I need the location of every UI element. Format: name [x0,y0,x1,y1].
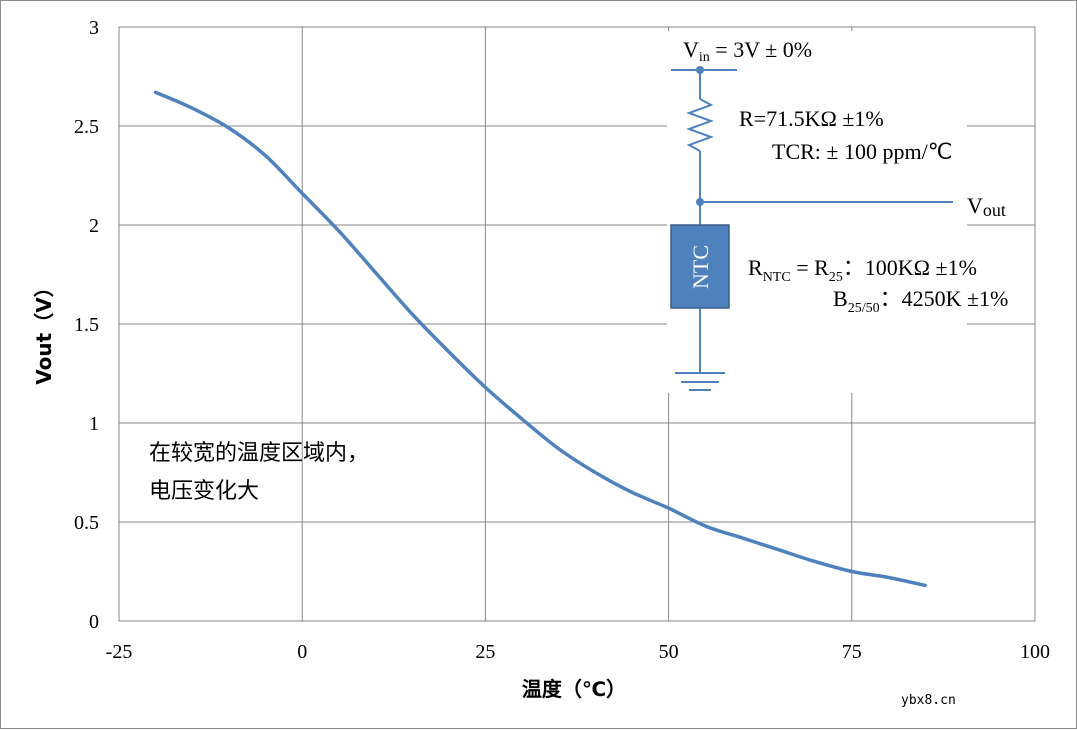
x-tick-label: 100 [1020,641,1050,663]
vin-label: Vin = 3V ± 0% [683,37,812,65]
y-tick-label: 1 [89,413,99,435]
rntc-label: RNTC = R25：100KΩ ±1% [748,255,977,285]
x-tick-label: 25 [475,641,495,663]
y-tick-label: 3 [89,17,99,39]
y-tick-label: 2 [89,215,99,237]
resistor-symbol [686,98,714,152]
x-tick-label: -25 [106,641,133,663]
circuit-background [667,31,967,393]
ntc-thermistor [670,224,730,309]
x-tick-label: 75 [842,641,862,663]
y-axis-label: Vout（V） [32,277,56,384]
b-constant-label: B25/50：4250K ±1% [833,286,1008,316]
ntc-label: NTC [688,245,713,289]
x-tick-label: 0 [297,641,307,663]
x-tick-label: 50 [659,641,679,663]
y-tick-label: 0 [89,611,99,633]
annotation-line-1: 在较宽的温度区域内， [149,441,369,466]
resistor-label: R=71.5KΩ ±1% [739,106,884,131]
x-axis-label: 温度（℃） [522,677,626,701]
annotation-line-2: 电压变化大 [149,479,259,504]
tcr-label: TCR: ± 100 ppm/℃ [772,139,952,164]
vout-label: Vout [967,193,1006,220]
circuit-diagram: NTC Vin = 3V ± 0% R=71.5KΩ ±1% TCR: ± 10… [667,31,1008,393]
watermark: ybx8.cn [901,693,956,708]
y-tick-label: 1.5 [74,314,99,336]
y-tick-label: 2.5 [74,116,99,138]
y-tick-label: 0.5 [74,512,99,534]
x-tick-labels: -25 0 25 50 75 100 [106,641,1050,663]
series-line [153,90,927,588]
y-tick-labels: 0 0.5 1 1.5 2 2.5 3 [74,17,99,633]
